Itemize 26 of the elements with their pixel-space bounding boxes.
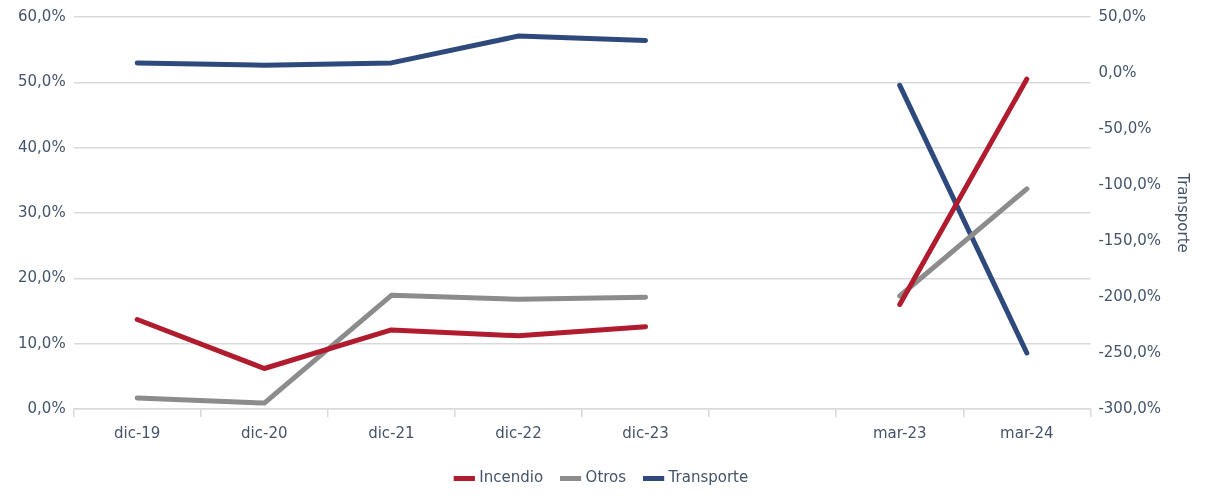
x-tick-label: dic-21 bbox=[368, 423, 415, 442]
y-tick-label: 20,0% bbox=[18, 268, 66, 287]
x-tick-label: dic-20 bbox=[241, 423, 288, 442]
y2-tick-label: 0,0% bbox=[1098, 62, 1137, 81]
y2-tick-label: -250,0% bbox=[1098, 342, 1161, 361]
y-tick-label: 0,0% bbox=[27, 398, 66, 417]
y-tick-label: 60,0% bbox=[18, 6, 66, 25]
y-tick-label: 30,0% bbox=[18, 202, 66, 221]
legend-label: Otros bbox=[585, 468, 627, 487]
legend-label: Transporte bbox=[667, 468, 749, 487]
x-tick-label: dic-22 bbox=[495, 423, 542, 442]
y2-tick-label: -100,0% bbox=[1098, 174, 1161, 193]
y-tick-label: 40,0% bbox=[18, 137, 66, 156]
y2-tick-label: 50,0% bbox=[1098, 6, 1147, 25]
y-tick-label: 10,0% bbox=[18, 333, 66, 352]
legend-label: Incendio bbox=[479, 468, 544, 487]
y2-tick-label: -150,0% bbox=[1098, 230, 1161, 249]
x-tick-label: dic-23 bbox=[622, 423, 669, 442]
x-tick-label: mar-23 bbox=[873, 423, 927, 442]
y2-tick-label: -200,0% bbox=[1098, 286, 1161, 305]
x-tick-label: mar-24 bbox=[1000, 423, 1054, 442]
y2-axis-title: Transporte bbox=[1174, 172, 1193, 253]
y2-tick-label: -50,0% bbox=[1098, 118, 1152, 137]
y-tick-label: 50,0% bbox=[18, 72, 66, 91]
x-tick-label: dic-19 bbox=[113, 423, 161, 442]
y2-tick-label: -300,0% bbox=[1098, 398, 1161, 417]
